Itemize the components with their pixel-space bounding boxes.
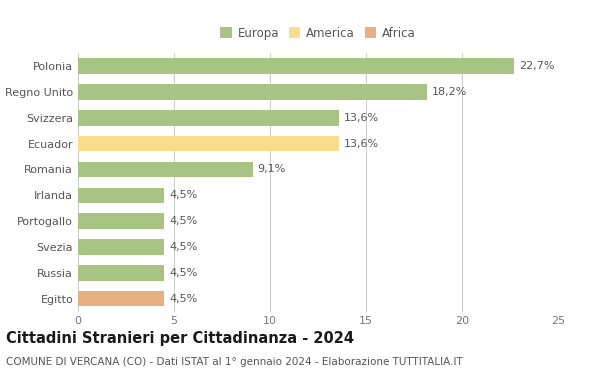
Bar <box>78 59 514 74</box>
Bar <box>78 214 164 229</box>
Text: 4,5%: 4,5% <box>169 216 197 226</box>
Bar <box>78 136 339 151</box>
Bar <box>78 265 164 280</box>
Text: COMUNE DI VERCANA (CO) - Dati ISTAT al 1° gennaio 2024 - Elaborazione TUTTITALIA: COMUNE DI VERCANA (CO) - Dati ISTAT al 1… <box>6 357 463 367</box>
Text: 18,2%: 18,2% <box>432 87 467 97</box>
Text: 4,5%: 4,5% <box>169 268 197 278</box>
Legend: Europa, America, Africa: Europa, America, Africa <box>218 24 418 42</box>
Text: 13,6%: 13,6% <box>344 113 379 123</box>
Text: 9,1%: 9,1% <box>257 165 286 174</box>
Bar <box>78 188 164 203</box>
Text: Cittadini Stranieri per Cittadinanza - 2024: Cittadini Stranieri per Cittadinanza - 2… <box>6 331 354 345</box>
Text: 4,5%: 4,5% <box>169 242 197 252</box>
Text: 13,6%: 13,6% <box>344 139 379 149</box>
Text: 4,5%: 4,5% <box>169 190 197 200</box>
Bar <box>78 162 253 177</box>
Bar <box>78 239 164 255</box>
Bar <box>78 84 427 100</box>
Bar <box>78 110 339 125</box>
Bar <box>78 291 164 306</box>
Text: 4,5%: 4,5% <box>169 294 197 304</box>
Text: 22,7%: 22,7% <box>518 61 554 71</box>
